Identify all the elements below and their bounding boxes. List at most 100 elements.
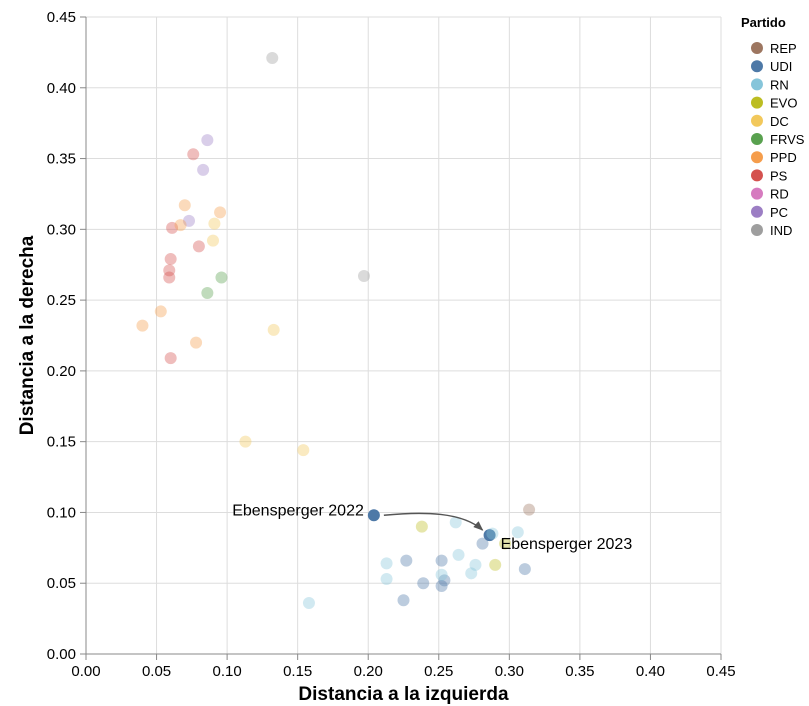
- data-point-ps: [166, 221, 179, 234]
- legend: Partido REP UDI RN EVO DC FRVS PPD PS RD PC IND: [741, 15, 805, 238]
- legend-label: PPD: [770, 150, 797, 165]
- data-point-frvs: [201, 287, 214, 300]
- annotation-arrow: [383, 512, 484, 531]
- data-point-ps: [164, 352, 177, 365]
- x-tick-label: 0.10: [213, 663, 242, 680]
- data-point-pc: [197, 163, 210, 176]
- axes: 0.00 0.05 0.10 0.15 0.20 0.25 0.30 0.35 0.40 0.45…: [47, 9, 736, 680]
- x-axis-title: Distancia a la izquierda: [298, 684, 509, 705]
- data-point-evo: [415, 520, 428, 533]
- legend-title: Partido: [741, 15, 786, 30]
- data-point-evo: [499, 537, 512, 550]
- y-tick-label: 0.15: [47, 434, 76, 451]
- data-point-udi: [397, 594, 410, 607]
- annotation-label: Ebensperger 2023: [501, 536, 633, 553]
- data-point-ps: [187, 148, 200, 161]
- legend-swatch: [751, 60, 763, 73]
- legend-label: EVO: [770, 96, 797, 111]
- y-tick-label: 0.25: [47, 292, 76, 309]
- y-tick-label: 0.45: [47, 9, 76, 26]
- data-point-pc: [183, 214, 196, 227]
- data-point-ppd: [190, 336, 203, 349]
- legend-swatch: [751, 187, 763, 200]
- data-point-ind: [357, 270, 370, 283]
- legend-label: UDI: [770, 59, 792, 74]
- data-point-rn: [435, 568, 448, 581]
- data-point-udi: [367, 509, 380, 522]
- data-point-rn: [380, 557, 393, 570]
- legend-swatch: [751, 42, 763, 54]
- data-point-ppd: [136, 319, 149, 332]
- legend-swatch: [751, 169, 763, 182]
- data-point-rn: [449, 516, 462, 529]
- data-point-rn: [465, 567, 478, 580]
- x-tick-label: 0.35: [565, 663, 594, 680]
- y-tick-label: 0.40: [47, 80, 76, 97]
- legend-swatch: [751, 151, 763, 164]
- data-point-ps: [163, 264, 176, 277]
- data-point-ps: [163, 271, 176, 284]
- legend-swatch: [751, 133, 763, 145]
- x-tick-label: 0.25: [424, 663, 453, 680]
- y-tick-label: 0.10: [47, 504, 76, 521]
- data-point-ppd: [154, 305, 167, 318]
- data-point-udi: [438, 574, 451, 587]
- data-point-ps: [164, 253, 177, 266]
- annotations: Ebensperger 2022 Ebensperger 2023: [232, 502, 632, 553]
- y-tick-label: 0.30: [47, 221, 76, 238]
- data-point-rep: [523, 503, 536, 516]
- legend-label: DC: [770, 114, 789, 129]
- data-point-evo: [489, 558, 502, 571]
- data-point-udi: [435, 554, 448, 567]
- data-point-rn: [511, 526, 524, 539]
- data-point-dc: [239, 435, 252, 448]
- y-axis-title: Distancia a la derecha: [17, 235, 38, 435]
- y-tick-label: 0.35: [47, 151, 76, 168]
- legend-label: REP: [770, 41, 797, 56]
- y-tick-label: 0.20: [47, 363, 76, 380]
- x-tick-label: 0.40: [636, 663, 665, 680]
- legend-label: PC: [770, 205, 788, 220]
- data-point-rn: [486, 527, 499, 540]
- data-point-frvs: [215, 271, 228, 284]
- legend-label: PS: [770, 168, 788, 183]
- x-tick-label: 0.45: [706, 663, 735, 680]
- x-tick-label: 0.05: [142, 663, 171, 680]
- y-tick-label: 0.05: [47, 575, 76, 592]
- data-point-pc: [201, 134, 214, 147]
- legend-swatch: [751, 205, 763, 218]
- data-point-rn: [452, 548, 465, 561]
- data-point-udi: [483, 529, 496, 542]
- data-point-ppd: [174, 219, 187, 232]
- legend-swatch: [751, 78, 763, 91]
- data-point-udi: [435, 580, 448, 593]
- data-point-dc: [297, 444, 310, 457]
- x-tick-label: 0.30: [495, 663, 524, 680]
- data-point-udi: [400, 554, 413, 567]
- data-point-udi: [476, 537, 489, 550]
- legend-label: RD: [770, 187, 789, 202]
- data-point-rn: [380, 572, 393, 585]
- annotation-label: Ebensperger 2022: [232, 502, 364, 519]
- data-point-dc: [267, 323, 280, 336]
- data-point-rn: [469, 558, 482, 571]
- data-point-udi: [518, 563, 531, 576]
- data-point-ps: [192, 240, 205, 253]
- legend-swatch: [751, 96, 763, 109]
- x-tick-label: 0.15: [283, 663, 312, 680]
- legend-swatch: [751, 114, 763, 127]
- data-point-ppd: [214, 206, 227, 219]
- x-tick-label: 0.20: [354, 663, 383, 680]
- data-point-rn: [302, 597, 315, 610]
- data-point-udi: [417, 577, 430, 590]
- data-point-dc: [208, 217, 221, 230]
- data-point-ind: [266, 52, 279, 65]
- x-tick-label: 0.00: [71, 663, 100, 680]
- y-tick-label: 0.00: [47, 646, 76, 663]
- legend-label: FRVS: [770, 132, 805, 147]
- legend-label: RN: [770, 77, 789, 92]
- legend-label: IND: [770, 223, 792, 238]
- legend-swatch: [751, 224, 763, 236]
- data-point-ppd: [178, 199, 191, 212]
